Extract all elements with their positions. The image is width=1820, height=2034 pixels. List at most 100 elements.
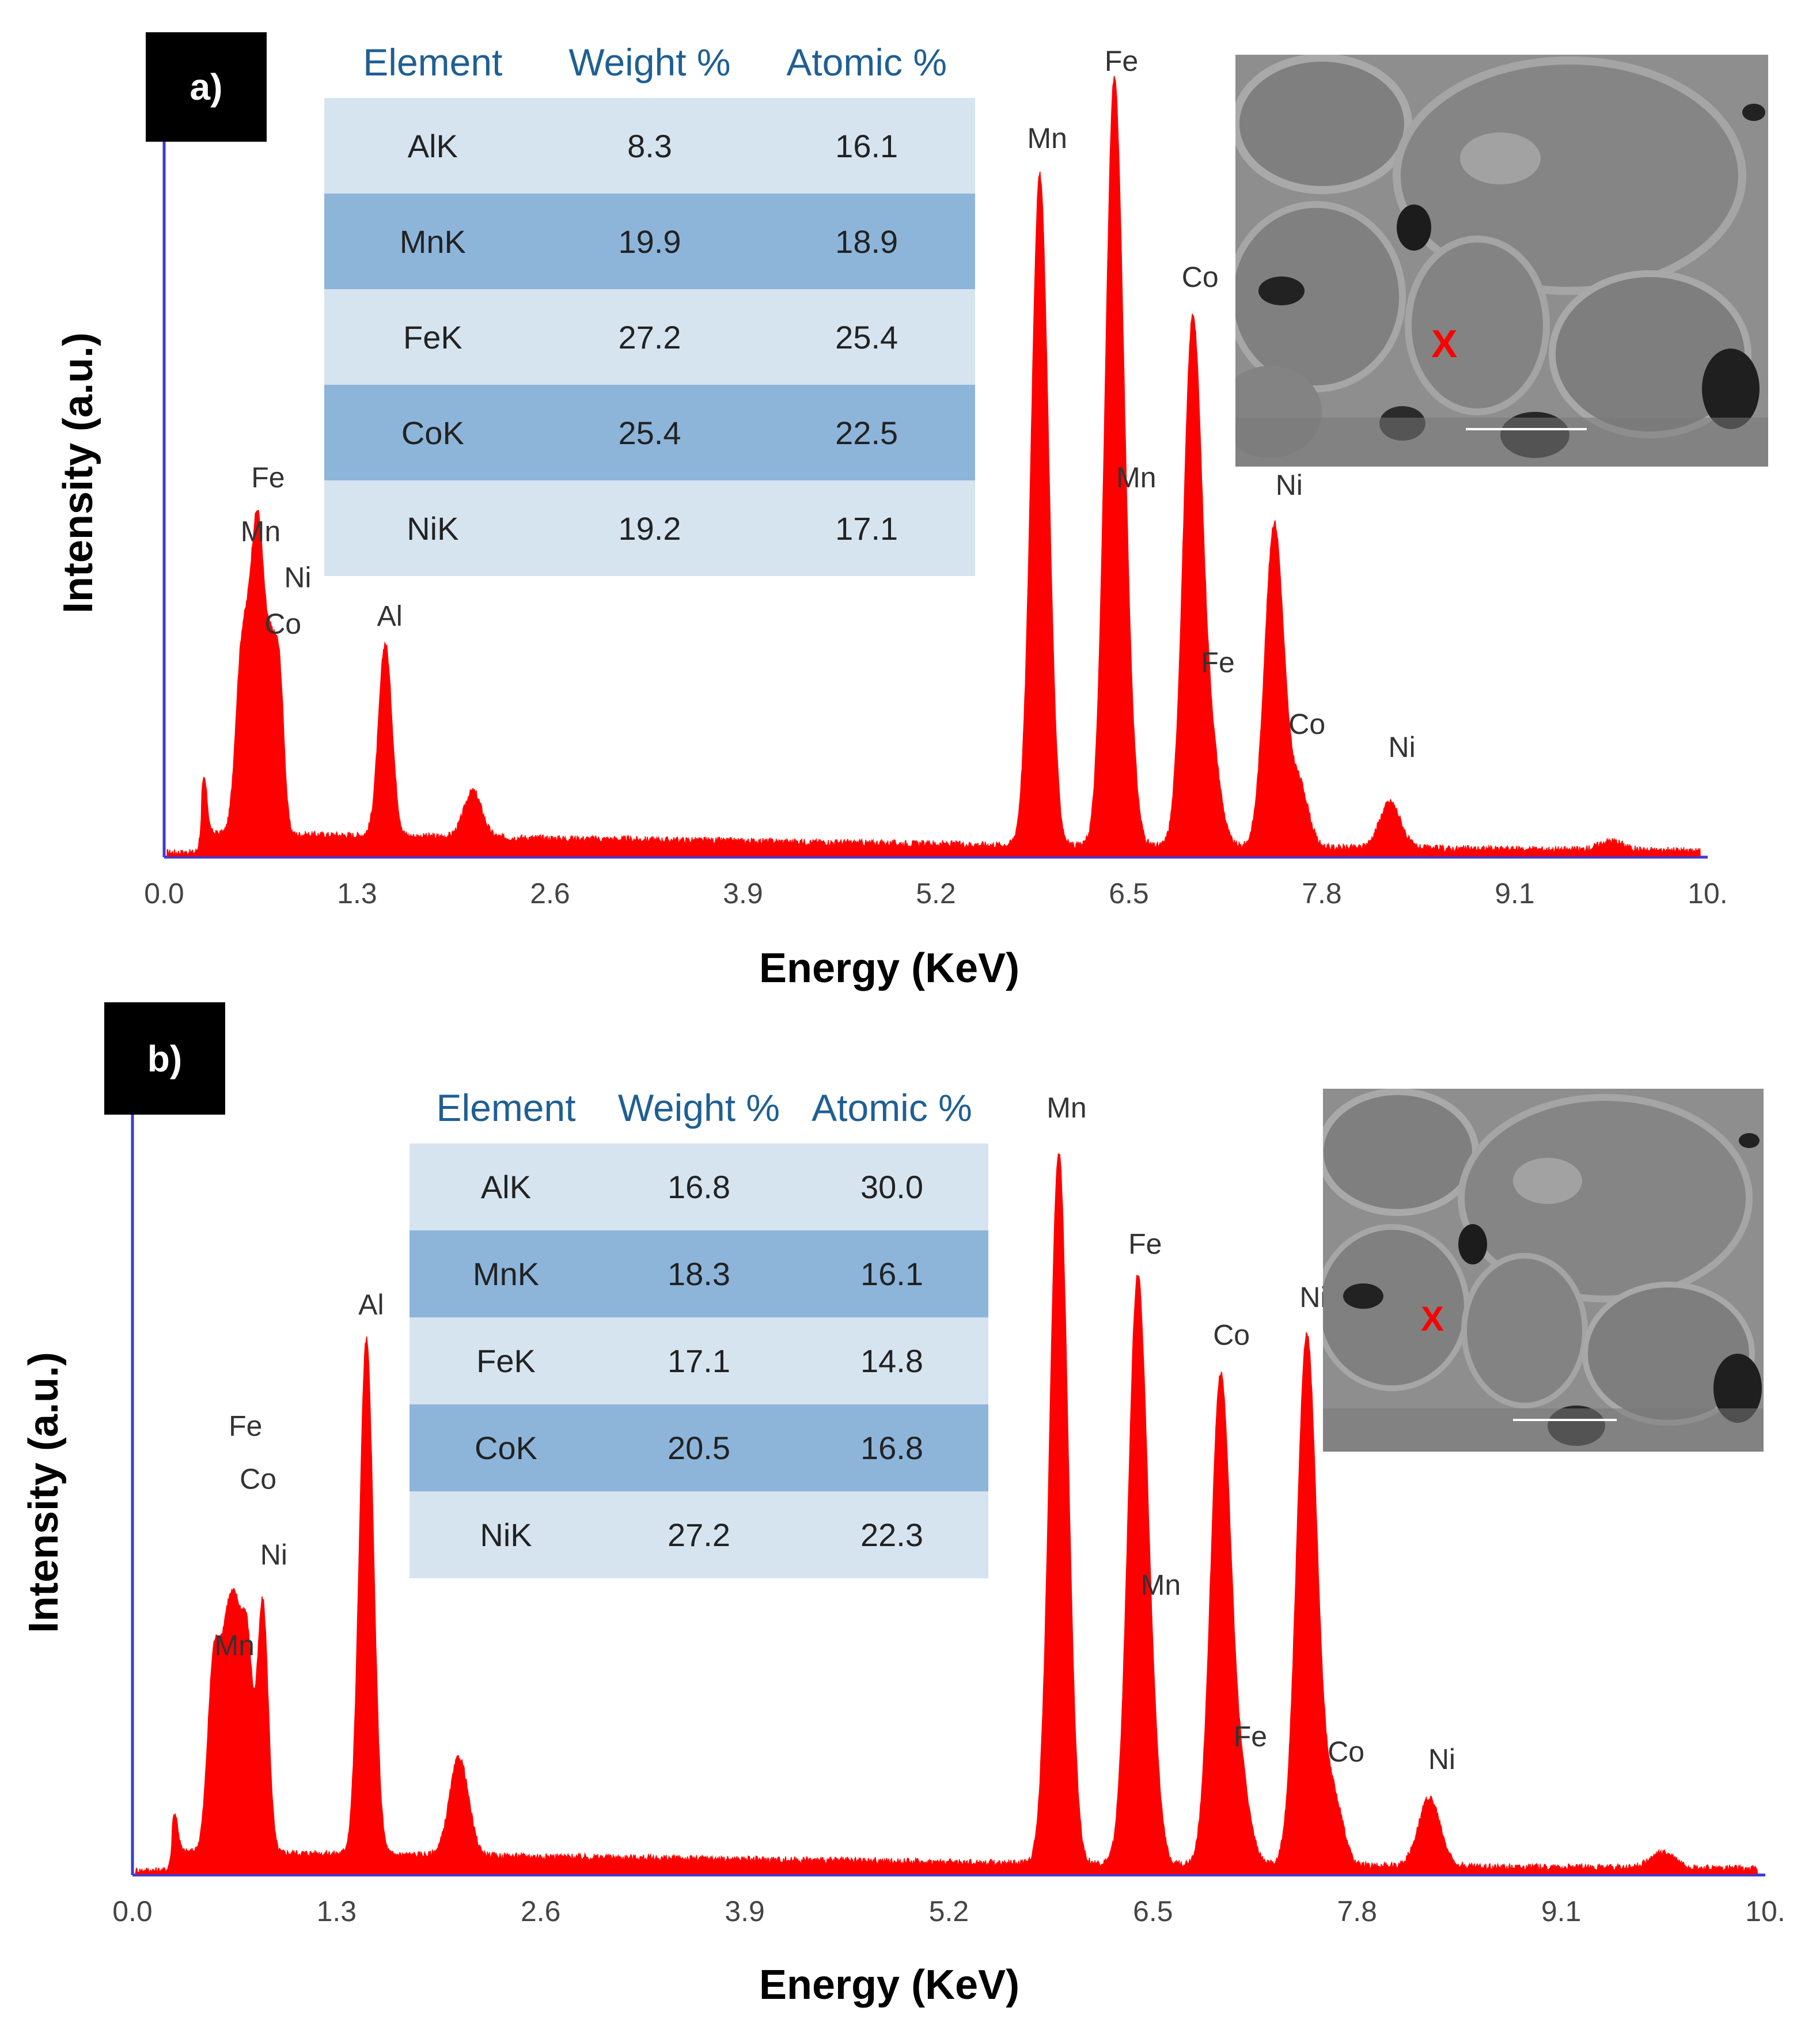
- x-tick-label: 3.9: [723, 877, 763, 910]
- sem-image-a: X: [1235, 55, 1768, 467]
- header-element: Element: [436, 1086, 576, 1129]
- cell-element: AlK: [480, 1169, 532, 1205]
- peak-label: Mn: [241, 515, 280, 547]
- x-tick-label: 1.3: [337, 877, 377, 910]
- peak-label: Ni: [1299, 1281, 1326, 1313]
- x-tick-label: 1.3: [317, 1895, 357, 1927]
- table-row: NiK 19.2 17.1: [324, 480, 975, 576]
- table-row: AlK 16.8 30.0: [410, 1143, 988, 1230]
- table-row: CoK 20.5 16.8: [410, 1404, 988, 1491]
- peak-label: Al: [377, 600, 402, 632]
- x-tick-label: 7.8: [1337, 1895, 1377, 1927]
- peak-label: Ni: [1428, 1743, 1455, 1775]
- y-axis-label-a: Intensity (a.u.): [55, 332, 101, 613]
- sem-marker-a: X: [1431, 322, 1457, 366]
- cell-element: MnK: [472, 1256, 540, 1292]
- peak-label: Ni: [260, 1539, 287, 1571]
- x-tick-label: 6.5: [1109, 877, 1149, 910]
- table-row: MnK 19.9 18.9: [324, 194, 975, 289]
- cell-element: CoK: [475, 1430, 537, 1466]
- cell-atomic: 30.0: [860, 1169, 923, 1205]
- x-tick-label: 9.1: [1495, 877, 1535, 910]
- table-header-b: Element Weight % Atomic %: [410, 1086, 988, 1143]
- peak-label: Co: [1213, 1319, 1250, 1351]
- x-tick-label: 2.6: [521, 1895, 561, 1927]
- peak-label: Co: [1328, 1736, 1364, 1768]
- cell-weight: 27.2: [618, 319, 681, 355]
- header-atomic: Atomic %: [812, 1086, 972, 1129]
- peak-label: Fe: [229, 1410, 262, 1442]
- header-weight: Weight %: [568, 41, 731, 84]
- table-header-a: Element Weight % Atomic %: [324, 40, 975, 98]
- peak-label: Fe: [1128, 1228, 1162, 1260]
- table-row: FeK 17.1 14.8: [410, 1317, 988, 1404]
- cell-atomic: 16.1: [835, 127, 898, 164]
- table-row: CoK 25.4 22.5: [324, 385, 975, 480]
- peak-label: Co: [240, 1463, 276, 1495]
- cell-atomic: 14.8: [860, 1343, 923, 1379]
- cell-atomic: 16.1: [860, 1256, 923, 1292]
- x-tick-label: 0.0: [112, 1895, 153, 1927]
- x-tick-label: 3.9: [725, 1895, 765, 1927]
- sem-micrograph-b: X: [1323, 1089, 1764, 1452]
- y-axis-label-b: Intensity (a.u.): [21, 1351, 67, 1633]
- peak-label: Mn: [1046, 1092, 1086, 1124]
- x-tick-label: 5.2: [929, 1895, 969, 1927]
- peak-label: Mn: [1141, 1569, 1181, 1601]
- cell-element: MnK: [399, 223, 466, 260]
- cell-element: NiK: [480, 1517, 532, 1553]
- table-row: MnK 18.3 16.1: [410, 1230, 988, 1317]
- x-tick-label: 0.0: [144, 877, 184, 910]
- peak-label: Co: [1288, 708, 1325, 740]
- cell-element: FeK: [476, 1343, 536, 1379]
- cell-weight: 18.3: [668, 1256, 730, 1292]
- cell-element: FeK: [403, 319, 462, 355]
- spectrum-chart-b: 0.0 1.3 2.6 3.9 5.2 6.5 7.8 9.1 10. Fe Co Ni Mn Al Mn F…: [112, 1092, 1785, 1927]
- composition-table-a: Element Weight % Atomic % AlK 8.3 16.1 M…: [324, 40, 975, 576]
- peak-label: Ni: [1389, 731, 1416, 763]
- panel-label-a: a): [146, 32, 267, 142]
- x-tick-label: 2.6: [530, 877, 570, 910]
- header-element: Element: [363, 41, 503, 84]
- cell-atomic: 22.3: [860, 1517, 923, 1553]
- peak-label: Fe: [251, 461, 285, 494]
- sem-micrograph-a: X: [1235, 55, 1768, 467]
- x-tick-label: 6.5: [1133, 1895, 1173, 1927]
- peak-label: Al: [358, 1289, 384, 1321]
- table-row: AlK 8.3 16.1: [324, 98, 975, 194]
- cell-element: CoK: [401, 414, 464, 451]
- cell-atomic: 22.5: [835, 414, 898, 451]
- cell-weight: 17.1: [668, 1343, 730, 1379]
- x-axis-label-a: Energy (KeV): [759, 945, 1020, 991]
- x-axis-label-b: Energy (KeV): [759, 1962, 1020, 2008]
- peak-label: Mn: [1027, 122, 1067, 154]
- cell-weight: 19.9: [618, 223, 681, 260]
- x-tick-label: 10.: [1745, 1895, 1785, 1927]
- cell-atomic: 25.4: [835, 319, 898, 355]
- sem-image-b: X: [1323, 1089, 1764, 1452]
- cell-weight: 27.2: [668, 1517, 730, 1553]
- header-atomic: Atomic %: [786, 41, 947, 84]
- spectrum-series: [135, 1153, 1758, 1875]
- panel-label-b: b): [104, 1002, 225, 1115]
- header-weight: Weight %: [617, 1086, 780, 1129]
- cell-weight: 8.3: [627, 127, 672, 164]
- panel-a: 0.0 1.3 2.6 3.9 5.2 6.5 7.8 9.1 10. Fe Mn Ni Co Al Mn F…: [0, 0, 1820, 1008]
- cell-weight: 16.8: [668, 1169, 730, 1205]
- x-tick-label: 5.2: [916, 877, 956, 910]
- peak-label: Ni: [1276, 469, 1303, 501]
- cell-atomic: 16.8: [860, 1430, 923, 1466]
- composition-table-b: Element Weight % Atomic % AlK 16.8 30.0 …: [410, 1086, 988, 1578]
- cell-atomic: 17.1: [835, 510, 898, 547]
- x-tick-label: 7.8: [1302, 877, 1342, 910]
- peak-label: Co: [1182, 261, 1219, 293]
- peak-label: Co: [264, 608, 301, 640]
- cell-weight: 19.2: [618, 510, 681, 547]
- peak-label: Mn: [1116, 461, 1156, 494]
- cell-element: AlK: [407, 127, 458, 164]
- sem-marker-b: X: [1421, 1300, 1444, 1338]
- peak-label: Fe: [1234, 1720, 1267, 1752]
- peak-label: Ni: [284, 562, 311, 594]
- panel-b: 0.0 1.3 2.6 3.9 5.2 6.5 7.8 9.1 10. Fe Co Ni Mn Al Mn F…: [0, 1002, 1820, 2034]
